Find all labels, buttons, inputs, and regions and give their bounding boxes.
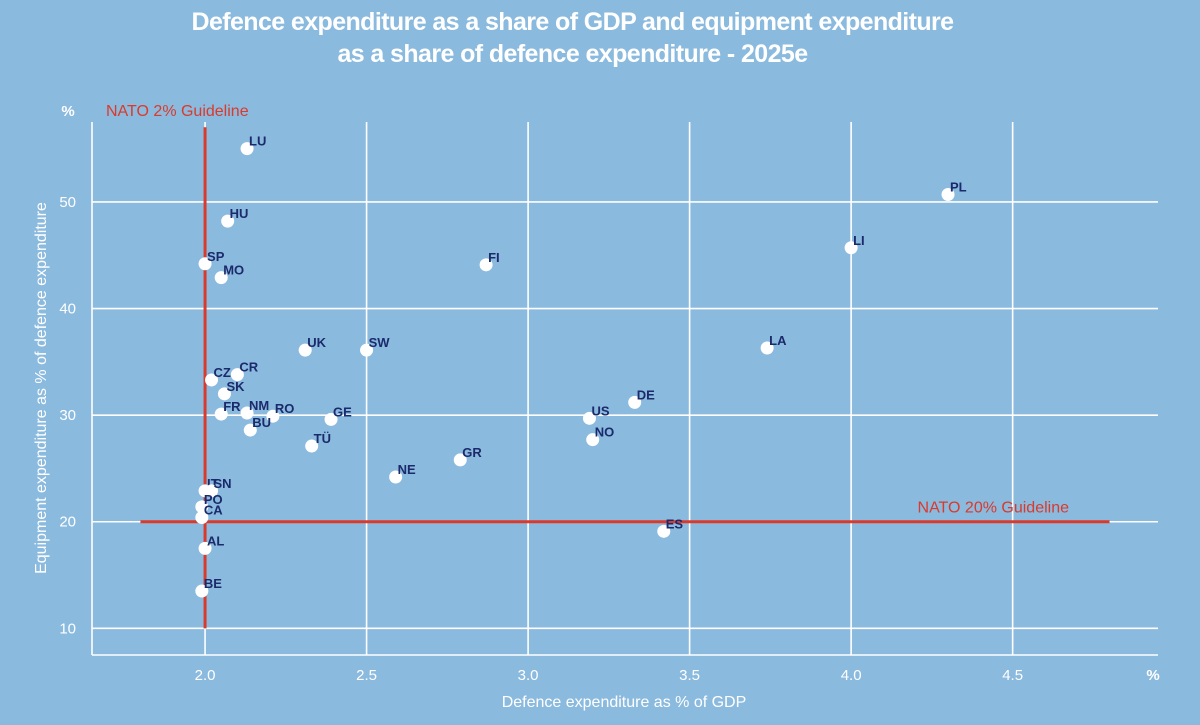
data-point-cz <box>205 373 219 387</box>
data-label-de: DE <box>637 387 655 402</box>
data-label-no: NO <box>595 425 615 440</box>
data-label-nm: NM <box>249 398 269 413</box>
data-label-it: IT <box>207 476 219 491</box>
y-axis-label: Equipment expenditure as % of defence ex… <box>33 202 50 574</box>
data-point-ne <box>389 470 403 484</box>
x-tick-label: 3.0 <box>518 667 539 684</box>
data-point-ge <box>324 412 338 426</box>
data-point-li <box>844 241 858 255</box>
data-point-po <box>195 500 209 514</box>
y-tick-label: 20 <box>59 514 76 531</box>
data-point-gr <box>453 453 467 467</box>
data-point-de <box>628 395 642 409</box>
x-tick-label: 2.5 <box>356 667 377 684</box>
data-point-es <box>657 524 671 538</box>
data-label-al: AL <box>207 533 224 548</box>
data-label-mo: MO <box>223 263 244 278</box>
data-label-pl: PL <box>950 179 967 194</box>
y-axis-unit: % <box>61 103 74 120</box>
y-tick-label: 50 <box>59 194 76 211</box>
data-label-sn: SN <box>214 476 232 491</box>
data-label-hu: HU <box>230 206 249 221</box>
data-point-la <box>760 341 774 355</box>
data-point-fr <box>214 407 228 421</box>
data-label-cz: CZ <box>214 365 231 380</box>
data-point-hu <box>221 214 235 228</box>
data-point-sn <box>205 484 219 498</box>
data-point-cr <box>230 368 244 382</box>
data-label-tü: TÜ <box>314 431 331 446</box>
data-point-bu <box>243 423 257 437</box>
y-tick-label: 10 <box>59 620 76 637</box>
chart-title-line-2: as a share of defence expenditure - 2025… <box>337 40 808 68</box>
data-label-sw: SW <box>369 335 391 350</box>
chart-title-line-1: Defence expenditure as a share of GDP an… <box>191 8 955 36</box>
x-axis-label: Defence expenditure as % of GDP <box>502 694 747 711</box>
data-label-ro: RO <box>275 401 295 416</box>
data-point-nm <box>240 406 254 420</box>
data-label-ca: CA <box>204 502 223 517</box>
data-label-be: BE <box>204 576 222 591</box>
data-point-us <box>582 411 596 425</box>
data-point-fi <box>479 258 493 272</box>
data-point-pl <box>941 187 955 201</box>
data-label-ne: NE <box>398 462 416 477</box>
axis-texts: Defence expenditure as % of GDP Equipmen… <box>33 103 1160 711</box>
data-point-uk <box>298 343 312 357</box>
x-tick-label: 3.5 <box>679 667 700 684</box>
data-label-la: LA <box>769 333 787 348</box>
grid: 2.0 2.5 3.0 3.5 4.0 4.5 10 20 30 40 50 <box>59 122 1158 684</box>
data-label-us: US <box>591 403 609 418</box>
x-tick-label: 2.0 <box>195 667 216 684</box>
data-point-al <box>198 541 212 555</box>
x-axis-unit: % <box>1146 667 1159 684</box>
data-label-po: PO <box>204 492 223 507</box>
nato-2-percent-guideline-label: NATO 2% Guideline <box>106 103 249 120</box>
data-point-ro <box>266 409 280 423</box>
data-label-fi: FI <box>488 250 500 265</box>
x-tick-label: 4.0 <box>841 667 862 684</box>
data-point-no <box>586 433 600 447</box>
data-point-be <box>195 584 209 598</box>
nato-20-percent-guideline-label: NATO 20% Guideline <box>918 500 1070 517</box>
data-label-bu: BU <box>252 415 271 430</box>
data-label-lu: LU <box>249 134 266 149</box>
data-label-li: LI <box>853 233 865 248</box>
data-point-sk <box>217 387 231 401</box>
data-point-sw <box>360 343 374 357</box>
data-label-cr: CR <box>239 360 258 375</box>
y-tick-label: 40 <box>59 301 76 318</box>
y-tick-label: 30 <box>59 407 76 424</box>
data-label-es: ES <box>666 516 684 531</box>
data-point-sp <box>198 257 212 271</box>
data-point-lu <box>240 142 254 156</box>
x-tick-label: 4.5 <box>1002 667 1023 684</box>
data-label-sp: SP <box>207 249 225 264</box>
data-label-gr: GR <box>462 445 482 460</box>
data-point-ca <box>195 510 209 524</box>
data-label-uk: UK <box>307 335 326 350</box>
data-point-tü <box>305 439 319 453</box>
data-label-sk: SK <box>226 379 245 394</box>
data-label-fr: FR <box>223 399 241 414</box>
data-label-ge: GE <box>333 404 352 419</box>
data-point-mo <box>214 271 228 285</box>
chart-title: Defence expenditure as a share of GDP an… <box>0 6 1145 70</box>
